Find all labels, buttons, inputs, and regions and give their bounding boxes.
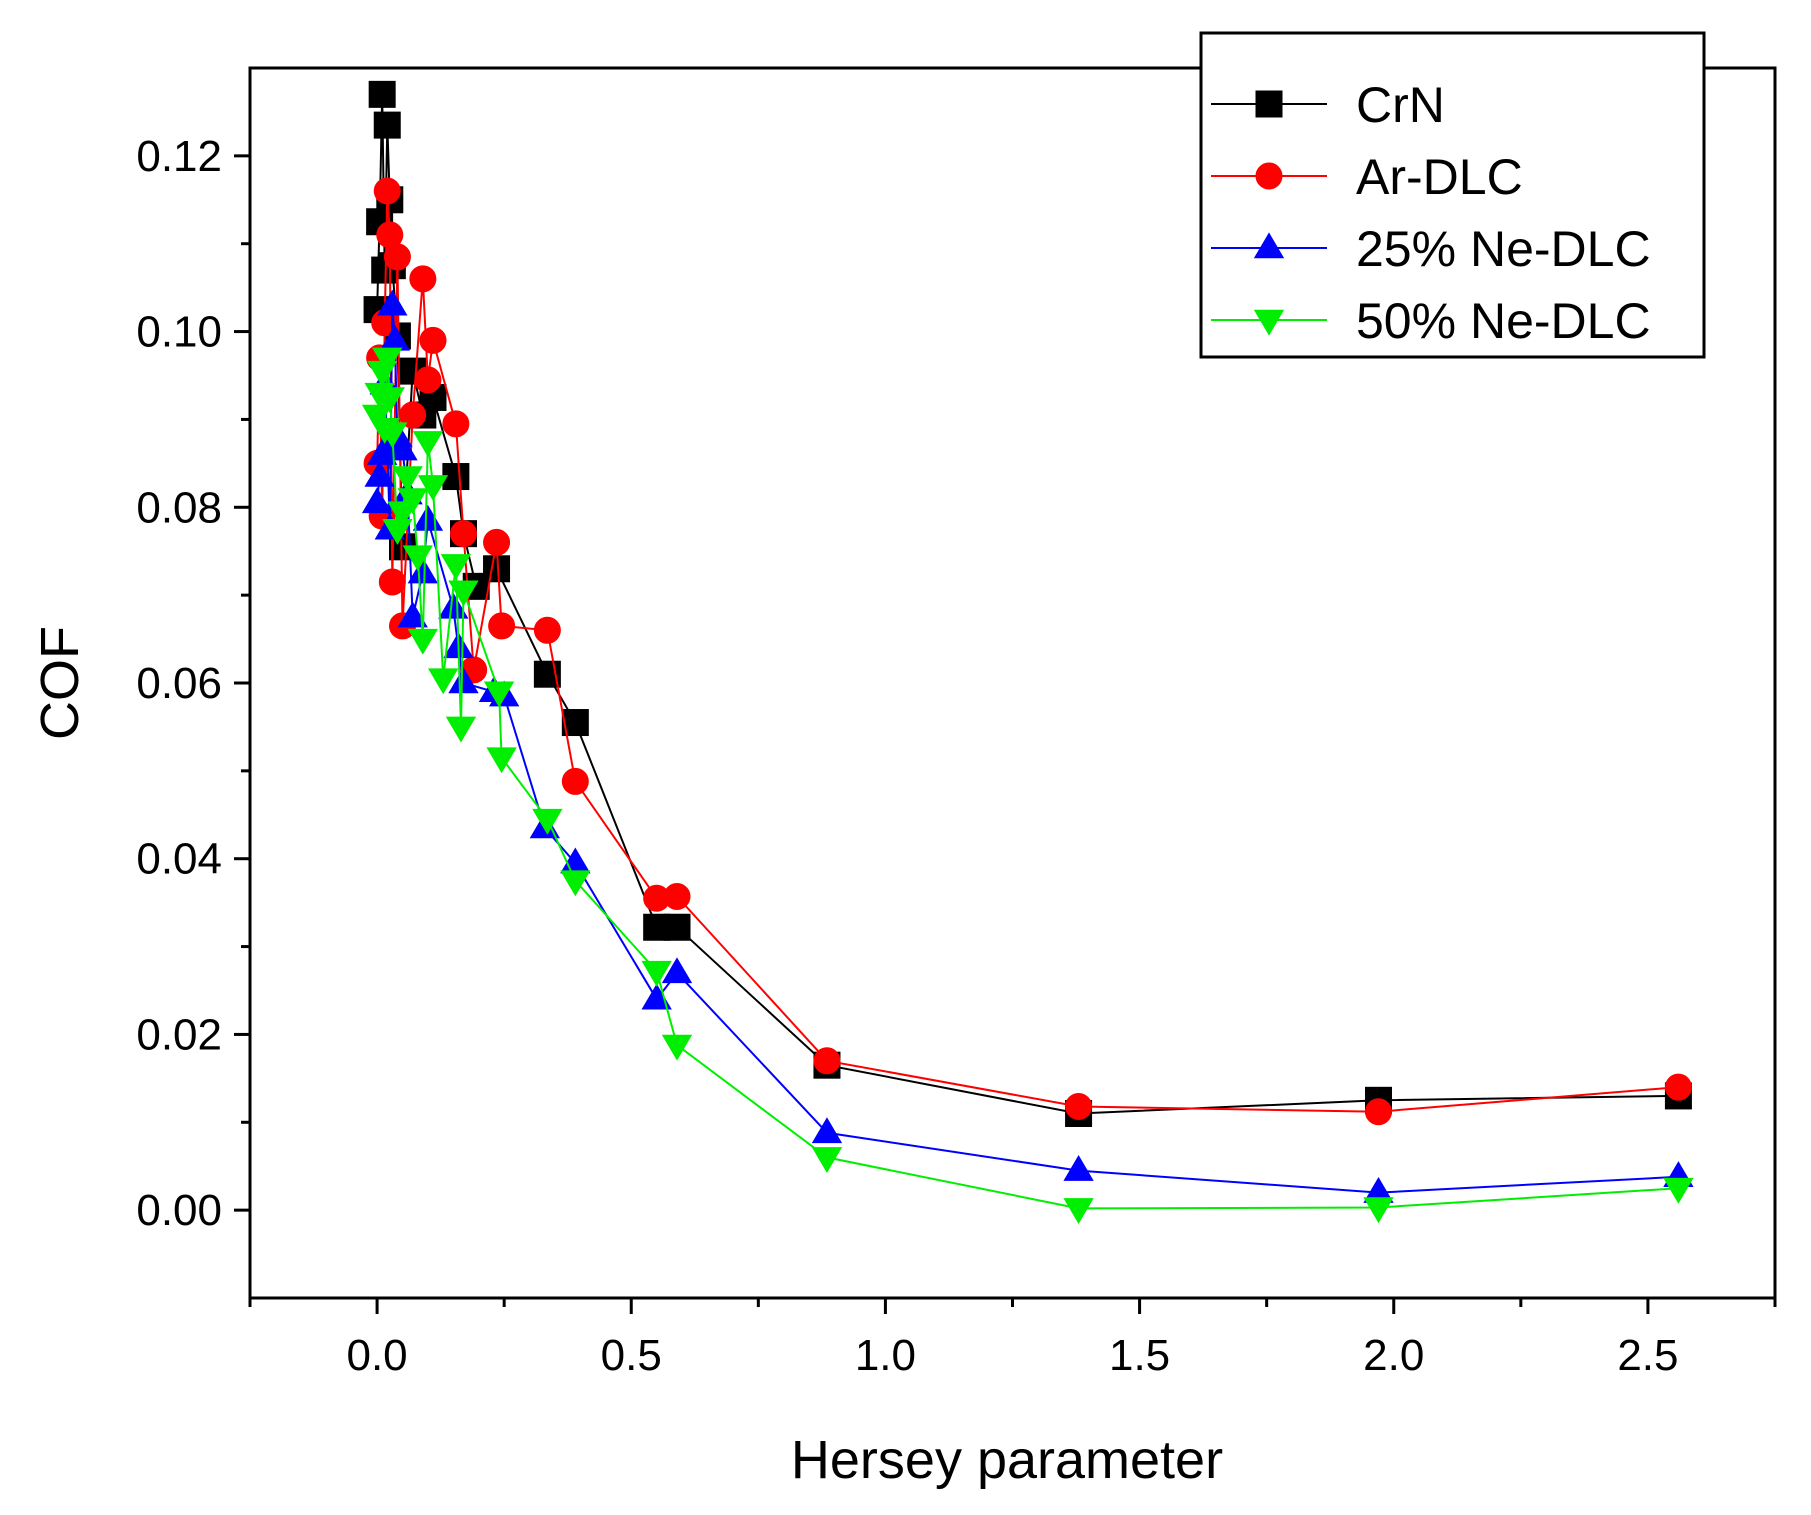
data-point bbox=[399, 401, 427, 429]
data-point bbox=[361, 487, 393, 514]
legend-swatch-marker bbox=[1253, 232, 1285, 259]
data-point bbox=[361, 404, 393, 431]
x-tick-label: 1.5 bbox=[1109, 1331, 1170, 1380]
axis-ticks: 0.0 0.5 1.0 1.5 2.0 2.5 0.00 0.02 0.04 0.06 0.08 0.… bbox=[136, 132, 1777, 1380]
data-point bbox=[663, 882, 691, 910]
data-point bbox=[412, 431, 444, 458]
x-tick-label: 0.5 bbox=[601, 1331, 662, 1380]
data-point bbox=[414, 366, 442, 394]
x-tick-label: 2.5 bbox=[1617, 1331, 1678, 1380]
series-2 bbox=[361, 289, 1694, 1203]
legend: CrN Ar-DLC 25% Ne-DLC 50% Ne-DLC bbox=[1199, 31, 1706, 359]
legend-swatch-marker bbox=[1255, 90, 1283, 118]
data-point bbox=[1363, 1197, 1394, 1224]
data-point bbox=[442, 410, 470, 438]
x-tick-label: 2.0 bbox=[1363, 1331, 1424, 1380]
x-tick-label: 1.0 bbox=[855, 1331, 916, 1380]
y-tick-label: 0.06 bbox=[136, 659, 222, 708]
data-point bbox=[402, 545, 433, 572]
legend-swatch-marker bbox=[1255, 162, 1283, 190]
data-point bbox=[377, 422, 408, 449]
data-point bbox=[811, 1117, 843, 1144]
data-point bbox=[445, 716, 477, 743]
y-tick-label: 0.02 bbox=[136, 1010, 222, 1059]
data-point bbox=[377, 289, 408, 316]
data-point bbox=[641, 960, 672, 987]
data-point bbox=[488, 612, 516, 640]
legend-label: CrN bbox=[1356, 77, 1445, 133]
y-tick-label: 0.04 bbox=[136, 835, 222, 884]
data-point bbox=[407, 557, 439, 584]
legend-box bbox=[1199, 31, 1706, 359]
data-point bbox=[373, 177, 401, 205]
y-tick-label: 0.08 bbox=[136, 483, 222, 532]
data-point bbox=[407, 628, 439, 655]
data-point bbox=[440, 554, 472, 581]
data-point bbox=[368, 80, 396, 108]
x-axis-title: Hersey parameter bbox=[791, 1430, 1223, 1490]
y-tick-label: 0.12 bbox=[136, 132, 222, 181]
data-point bbox=[1663, 1177, 1694, 1204]
legend-label: 25% Ne-DLC bbox=[1356, 221, 1651, 277]
data-point bbox=[1365, 1098, 1392, 1126]
data-point bbox=[663, 913, 691, 941]
data-point bbox=[1664, 1073, 1692, 1101]
data-point bbox=[364, 460, 395, 487]
series-3 bbox=[361, 347, 1694, 1224]
data-point bbox=[419, 326, 447, 354]
data-point bbox=[661, 1034, 693, 1061]
data-point bbox=[373, 111, 401, 139]
series-layer bbox=[361, 80, 1694, 1224]
data-point bbox=[532, 808, 563, 835]
data-point bbox=[483, 528, 511, 556]
data-point bbox=[417, 475, 449, 501]
data-point bbox=[811, 1147, 843, 1174]
data-point bbox=[533, 616, 561, 644]
legend-label: Ar-DLC bbox=[1356, 149, 1523, 205]
data-point bbox=[427, 668, 459, 695]
data-point bbox=[561, 767, 589, 795]
legend-swatch-marker bbox=[1253, 309, 1285, 336]
data-point bbox=[383, 243, 411, 271]
data-point bbox=[382, 519, 413, 545]
data-point bbox=[392, 466, 423, 493]
data-point bbox=[372, 347, 403, 374]
data-point bbox=[560, 870, 591, 897]
series-line bbox=[376, 94, 1679, 1115]
data-point bbox=[374, 387, 405, 414]
x-tick-label: 0.0 bbox=[346, 1331, 407, 1380]
data-point bbox=[397, 488, 428, 515]
data-point bbox=[450, 520, 477, 548]
data-point bbox=[378, 568, 406, 596]
data-point bbox=[1063, 1198, 1094, 1224]
legend-label: 50% Ne-DLC bbox=[1356, 293, 1651, 349]
data-point bbox=[387, 434, 418, 461]
data-point bbox=[813, 1047, 841, 1075]
data-point bbox=[438, 592, 469, 619]
data-point bbox=[448, 580, 479, 607]
data-point bbox=[486, 747, 517, 774]
data-point bbox=[409, 265, 437, 293]
data-point bbox=[483, 555, 511, 583]
data-point bbox=[397, 601, 428, 628]
data-point bbox=[661, 957, 693, 984]
data-point bbox=[1063, 1154, 1094, 1181]
y-tick-label: 0.10 bbox=[136, 308, 222, 357]
data-point bbox=[1065, 1092, 1093, 1120]
y-tick-label: 0.00 bbox=[136, 1186, 222, 1235]
data-point bbox=[483, 681, 515, 708]
data-point bbox=[448, 667, 479, 694]
y-axis-title: COF bbox=[30, 626, 90, 740]
